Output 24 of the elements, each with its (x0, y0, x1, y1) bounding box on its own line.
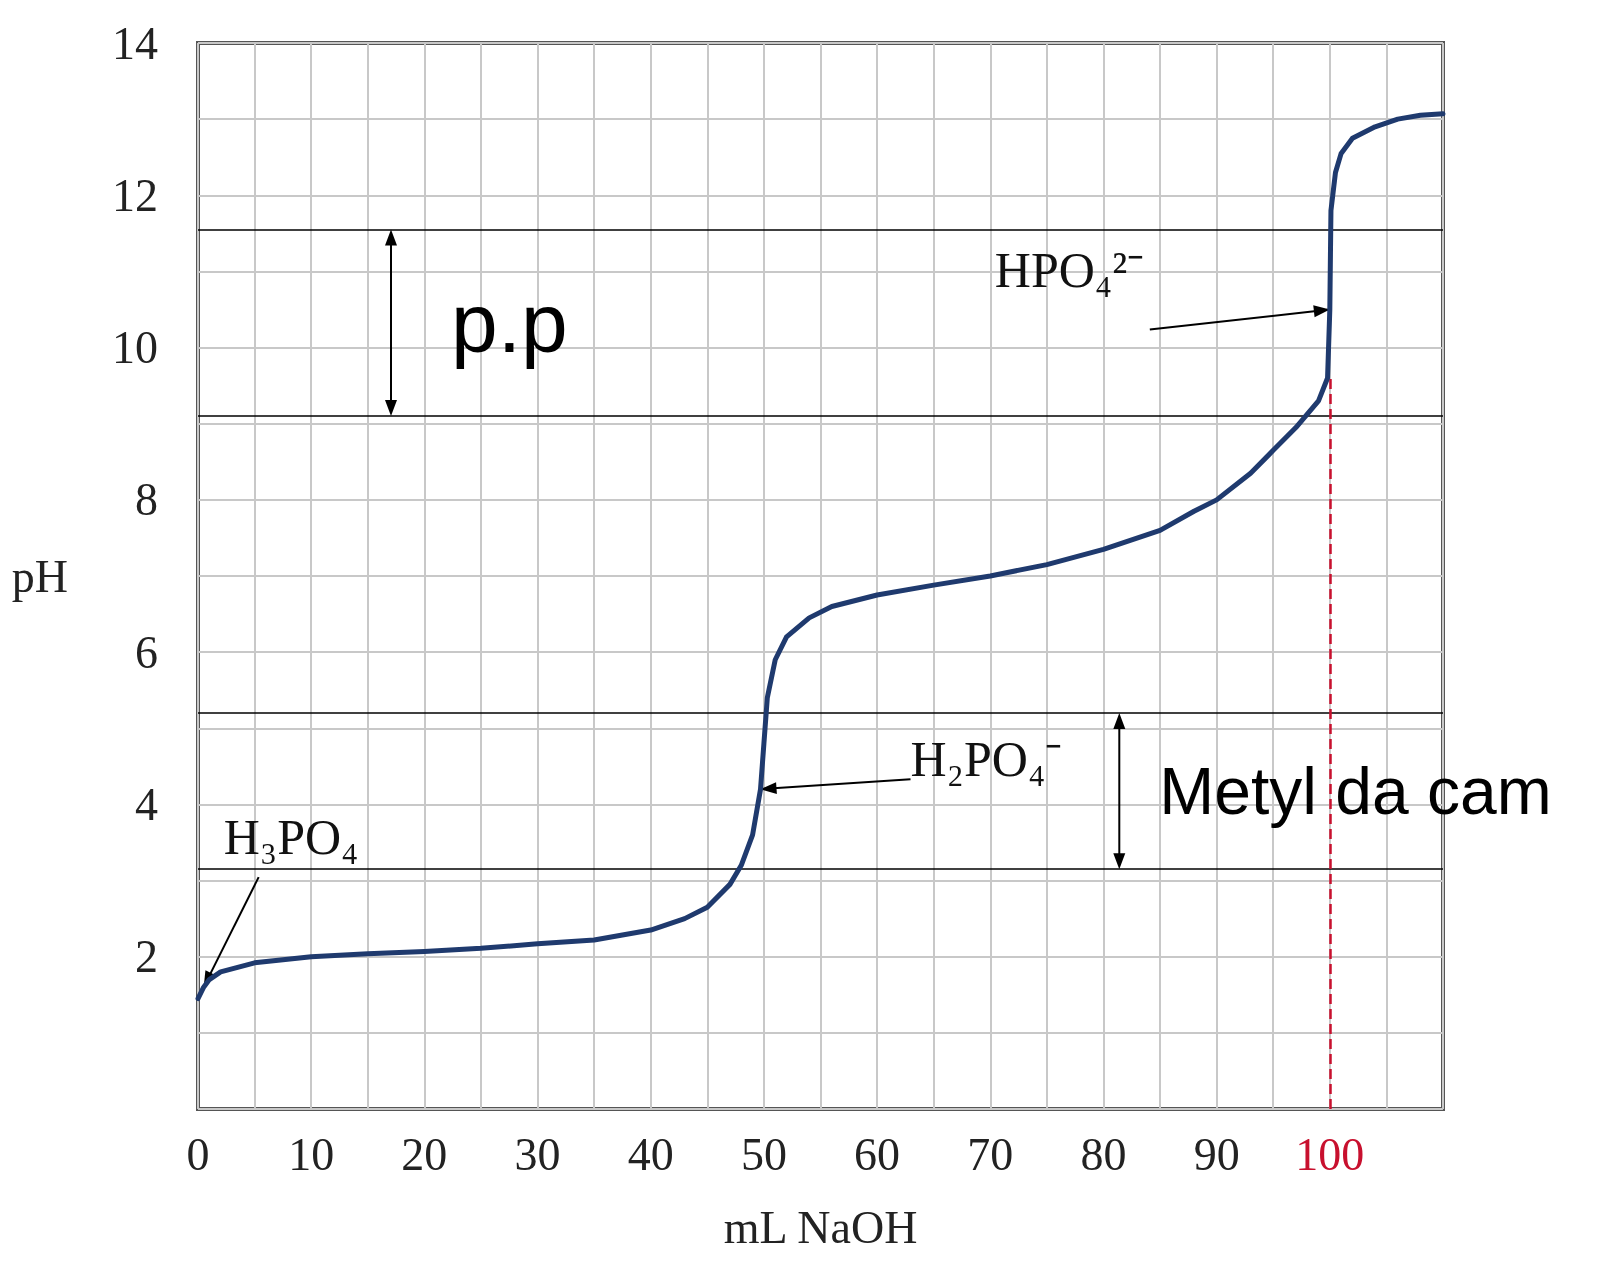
x-tick-label: 30 (514, 1128, 561, 1180)
x-tick-label: 0 (186, 1128, 210, 1180)
y-axis-title: pH (11, 550, 68, 602)
annotation: HPO₄²⁻ (994, 241, 1145, 298)
annotation: H₂PO₄⁻ (910, 731, 1063, 788)
x-tick-label: 40 (627, 1128, 674, 1180)
annotation: H₃PO₄ (223, 809, 359, 866)
x-tick-label: 50 (740, 1128, 787, 1180)
x-tick-label: 70 (967, 1128, 1014, 1180)
y-tick-label: 10 (112, 322, 158, 374)
x-tick-label: 60 (854, 1128, 901, 1180)
x-tick-label: 20 (401, 1128, 448, 1180)
x-axis-title: mL NaOH (723, 1201, 918, 1253)
y-tick-label: 6 (135, 626, 158, 678)
x-tick-label: 10 (288, 1128, 335, 1180)
annotation: p.p (450, 275, 568, 370)
y-tick-label: 12 (112, 169, 158, 221)
y-tick-label: 4 (135, 778, 158, 830)
x-tick-label: 90 (1193, 1128, 1240, 1180)
x-tick-label: 80 (1080, 1128, 1127, 1180)
y-tick-label: 2 (135, 931, 158, 983)
x-tick-label: 100 (1295, 1128, 1365, 1180)
y-tick-label: 8 (135, 474, 158, 526)
y-tick-label: 14 (112, 17, 158, 69)
